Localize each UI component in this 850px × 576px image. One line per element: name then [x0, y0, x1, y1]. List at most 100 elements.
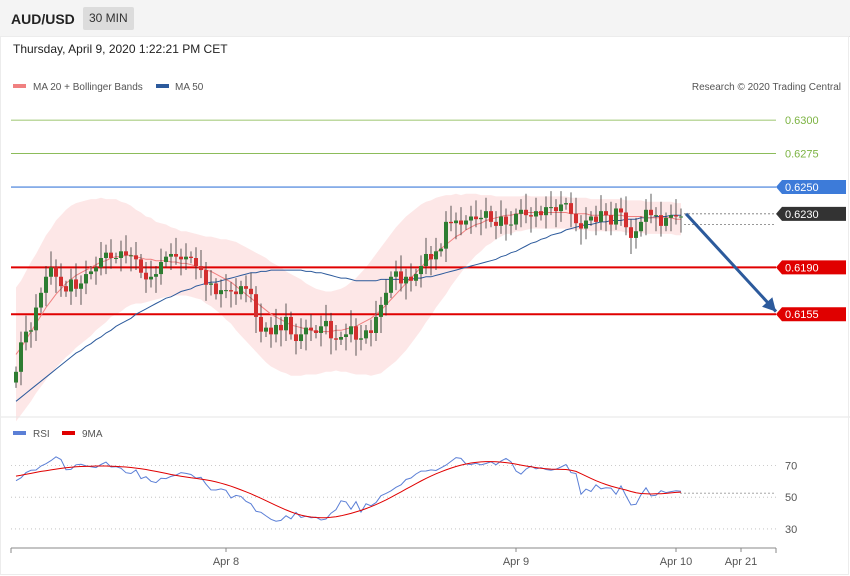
candle-body [594, 216, 598, 222]
candle [549, 191, 553, 216]
level-label-0-6230: 0.6230 [785, 209, 819, 221]
candle-body [619, 208, 623, 213]
candle-body [149, 276, 153, 280]
candle [504, 208, 508, 241]
candle-body [19, 342, 23, 372]
level-label-0-6190: 0.6190 [785, 262, 819, 274]
level-tag-0-6155 [776, 307, 846, 322]
candle-body [414, 274, 418, 281]
candle [124, 235, 128, 264]
candle [569, 192, 573, 228]
candle-body [219, 290, 223, 295]
candle-body [484, 211, 488, 218]
rsi-panel: 70 50 30 [11, 456, 797, 536]
candle [679, 208, 683, 233]
candle [394, 260, 398, 291]
candle [234, 278, 238, 305]
timeframe-button[interactable]: 30 MIN [83, 7, 134, 30]
candle [609, 201, 613, 236]
candle [224, 274, 228, 299]
candle-body [314, 330, 318, 333]
candle [139, 253, 143, 279]
candle [474, 200, 478, 228]
level-tag-0-6190 [776, 260, 846, 275]
candle [409, 263, 413, 292]
candle-body [234, 291, 238, 295]
rsi-legend: RSI 9MA [13, 429, 103, 440]
candle-body [84, 274, 88, 284]
candle [204, 262, 208, 301]
candle [579, 215, 583, 245]
candle [639, 216, 643, 237]
candle-body [79, 283, 83, 289]
candle-body [559, 204, 563, 212]
candle-body [419, 266, 423, 275]
candle [524, 193, 528, 224]
candle-body [109, 252, 113, 259]
candle [614, 203, 618, 230]
candle-body [459, 220, 463, 225]
candle-body [129, 255, 133, 257]
candle [194, 247, 198, 280]
candle-body [104, 252, 108, 259]
candle-body [214, 283, 218, 295]
candle [429, 245, 433, 276]
candle-body [509, 224, 513, 226]
candle-body [199, 266, 203, 271]
legend-label-9ma: 9MA [82, 429, 103, 440]
symbol-label: AUD/USD [11, 11, 75, 27]
candle-body [604, 211, 608, 216]
candle-body [44, 276, 48, 293]
candle [319, 315, 323, 347]
candle-body [89, 271, 93, 275]
candle [184, 243, 188, 271]
candle [419, 255, 423, 288]
candle-body [279, 324, 283, 331]
x-axis-label: Apr 8 [213, 556, 239, 568]
candle-body [434, 251, 438, 260]
candle [599, 195, 603, 230]
candle-body [139, 259, 143, 273]
candle-body [519, 209, 523, 214]
candle [589, 211, 593, 226]
legend-label-ma50: MA 50 [175, 82, 204, 93]
candle [59, 263, 63, 297]
candle [624, 196, 628, 236]
candle [254, 286, 258, 333]
candle-body [644, 209, 648, 222]
candle [559, 191, 563, 222]
x-axis-label: Apr 10 [660, 556, 692, 568]
candle-body [244, 286, 248, 289]
candle [114, 252, 118, 264]
candle [374, 300, 378, 342]
candle [119, 240, 123, 272]
candle-body [49, 267, 53, 277]
candle-body [399, 271, 403, 284]
candle [14, 366, 18, 388]
candle [494, 211, 498, 240]
candle [664, 212, 668, 232]
candle [89, 266, 93, 280]
candle-body [264, 327, 268, 332]
candle-body [379, 304, 383, 317]
candle [364, 324, 368, 344]
candle [574, 197, 578, 232]
candle [269, 316, 273, 348]
candle-body [54, 267, 58, 277]
candle-body [664, 217, 668, 226]
candle [479, 209, 483, 236]
candle-body [489, 211, 493, 222]
candle-body [179, 256, 183, 260]
candle-body [14, 371, 18, 383]
candle-body [584, 220, 588, 229]
candle-body [274, 324, 278, 335]
candle-body [554, 207, 558, 212]
candle-body [294, 334, 298, 342]
candle-body [634, 231, 638, 238]
candle [149, 260, 153, 288]
candle-body [479, 217, 483, 220]
candle [469, 205, 473, 234]
candle [539, 205, 543, 221]
candle [239, 280, 243, 300]
